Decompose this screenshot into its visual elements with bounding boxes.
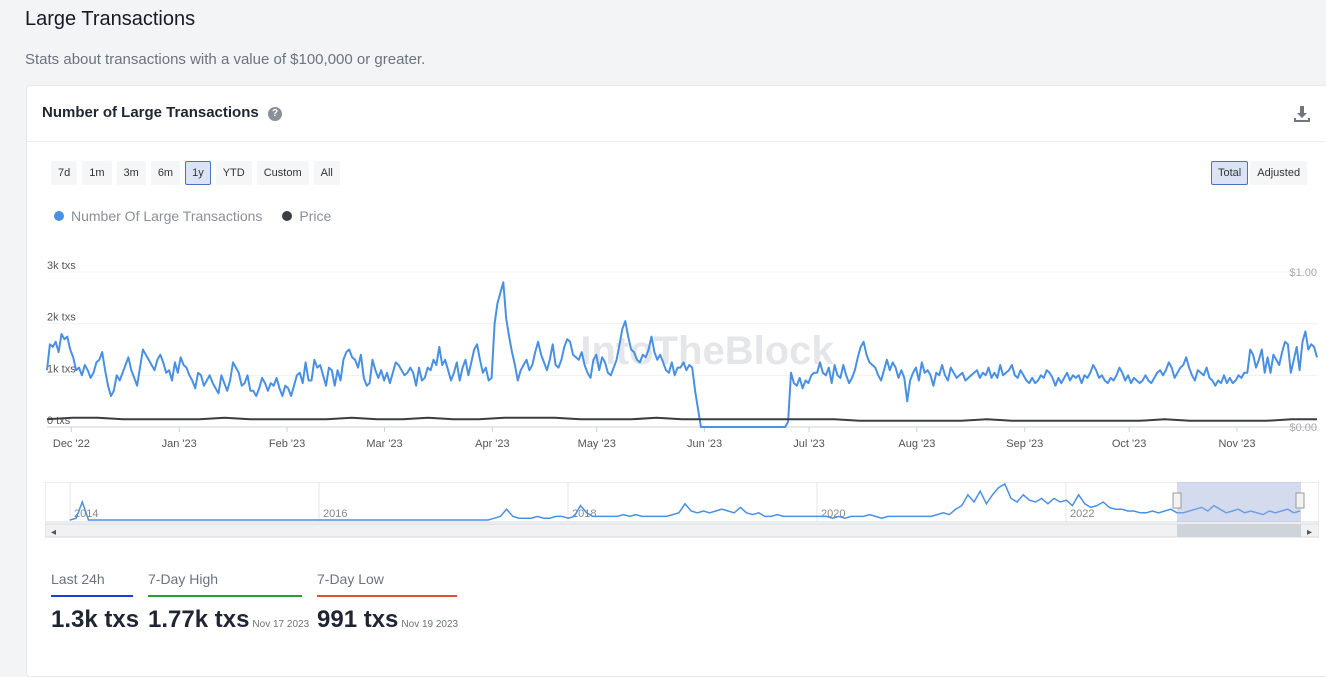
card-title: Number of Large Transactions	[42, 104, 259, 121]
x-tick-label: Dec '22	[53, 438, 90, 450]
navigator-series-line	[69, 482, 1301, 521]
watermark: IntoTheBlock	[580, 329, 834, 373]
stat-label: 7-Day Low	[317, 571, 457, 597]
page-subtitle: Stats about transactions with a value of…	[25, 51, 426, 68]
x-tick-label: Apr '23	[475, 438, 510, 450]
range-button-7d[interactable]: 7d	[51, 161, 78, 185]
y-tick-label: 3k txs	[47, 260, 76, 272]
navigator-frame	[45, 482, 1319, 523]
navigator-year-label: 2016	[323, 508, 347, 520]
range-selector: 7d 1m 3m 6m 1y YTD Custom All	[51, 161, 340, 185]
x-tick-label: Mar '23	[366, 438, 402, 450]
x-tick-label: Jan '23	[162, 438, 197, 450]
x-tick-label: Nov '23	[1218, 438, 1255, 450]
range-button-3m[interactable]: 3m	[116, 161, 146, 185]
stat-value: 991 txs	[317, 606, 399, 633]
stat-last-24h: Last 24h 1.3k txs	[51, 571, 140, 634]
range-button-6m[interactable]: 6m	[150, 161, 181, 185]
x-tick-label: Oct '23	[1112, 438, 1147, 450]
series-line-large-transactions[interactable]	[46, 281, 1318, 428]
navigator-handle[interactable]	[1172, 492, 1182, 509]
legend-dot	[54, 211, 64, 221]
y-right-tick-label: $1.00	[1289, 267, 1317, 279]
mode-button-adjusted[interactable]: Adjusted	[1250, 161, 1308, 185]
x-tick-label: Jun '23	[687, 438, 722, 450]
range-button-custom[interactable]: Custom	[256, 161, 309, 185]
legend-label: Number Of Large Transactions	[71, 208, 263, 224]
series-line-price[interactable]	[46, 416, 1317, 422]
chart-legend: Number Of Large Transactions Price	[54, 208, 331, 224]
y-right-tick-label: $0.00	[1289, 422, 1317, 434]
scrollbar-thumb[interactable]	[1177, 524, 1301, 537]
navigator-handle[interactable]	[1295, 492, 1305, 509]
navigator[interactable]: 2014 2016 2018 2020 2022◂ ▸	[45, 482, 1319, 538]
navigator-year-label: 2022	[1070, 508, 1094, 520]
question-circle-icon[interactable]: ?	[268, 107, 282, 121]
x-tick-label: Sep '23	[1006, 438, 1043, 450]
stat-7day-low: 7-Day Low 991 txs Nov 19 2023	[317, 571, 459, 634]
stat-7day-high: 7-Day High 1.77k txs Nov 17 2023	[148, 571, 309, 634]
range-button-all[interactable]: All	[313, 161, 340, 185]
range-button-ytd[interactable]: YTD	[215, 161, 252, 185]
legend-dot	[282, 211, 293, 221]
y-tick-label: 0 txs	[47, 415, 71, 427]
download-icon[interactable]	[1293, 105, 1311, 123]
stat-value: 1.77k txs	[148, 606, 250, 633]
card-header: Number of Large Transactions ?	[27, 86, 1326, 142]
y-tick-label: 1k txs	[47, 363, 76, 375]
legend-item-price[interactable]: Price	[282, 208, 331, 224]
legend-label: Price	[299, 208, 332, 224]
x-tick-label: Feb '23	[269, 438, 305, 450]
scroll-right-arrow-icon[interactable]: ▸	[1307, 527, 1312, 538]
x-tick-label: May '23	[578, 438, 616, 450]
scroll-left-arrow-icon[interactable]: ◂	[51, 527, 56, 538]
range-button-1y[interactable]: 1y	[185, 161, 211, 185]
x-tick-label: Aug '23	[898, 438, 935, 450]
stat-date: Nov 17 2023	[252, 619, 310, 630]
scrollbar-track[interactable]	[45, 523, 1319, 538]
mode-toggle: Total Adjusted	[1211, 161, 1308, 185]
main-chart[interactable]: IntoTheBlock 0 txs 1k txs 2k txs 3k txs $0.00…	[27, 256, 1326, 456]
navigator-selection[interactable]	[1177, 482, 1301, 522]
stat-value-wrap: 1.77k txs Nov 17 2023	[148, 606, 309, 634]
chart-card: Number of Large Transactions ? 7d 1m 3m 6m 1…	[26, 85, 1326, 677]
stat-label: 7-Day High	[148, 571, 302, 597]
range-button-1m[interactable]: 1m	[82, 161, 112, 185]
mode-button-total[interactable]: Total	[1211, 161, 1249, 185]
stat-label: Last 24h	[51, 571, 133, 597]
legend-item-large-transactions[interactable]: Number Of Large Transactions	[54, 208, 262, 224]
stats-row: Last 24h 1.3k txs 7-Day High 1.77k txs No…	[51, 571, 459, 634]
x-tick-label: Jul '23	[793, 438, 824, 450]
stat-value-wrap: 991 txs Nov 19 2023	[317, 606, 459, 634]
stat-date: Nov 19 2023	[401, 619, 459, 630]
page-title: Large Transactions	[25, 8, 196, 30]
stat-value: 1.3k txs	[51, 606, 140, 633]
y-tick-label: 2k txs	[47, 312, 76, 324]
